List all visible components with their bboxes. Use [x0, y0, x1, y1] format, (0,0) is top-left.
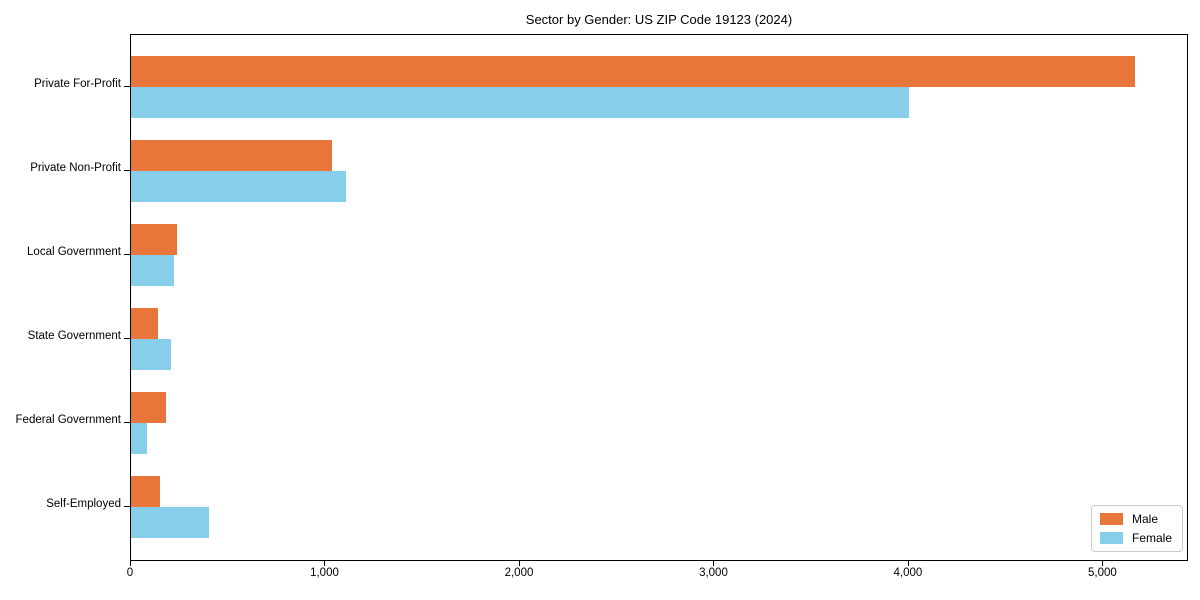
y-tick-mark — [124, 170, 130, 171]
x-tick-label: 4,000 — [893, 567, 923, 579]
x-tick-mark — [907, 561, 909, 566]
x-tick-mark — [518, 561, 520, 566]
y-tick-mark — [124, 338, 130, 339]
legend-item-male: Male — [1099, 512, 1172, 526]
bar-female-4 — [131, 339, 171, 370]
y-tick-mark — [124, 422, 130, 423]
legend: Male Female — [1090, 505, 1183, 552]
bar-female-6 — [131, 507, 209, 538]
x-tick-mark — [130, 561, 131, 566]
y-tick-mark — [124, 254, 130, 255]
legend-swatch-female — [1099, 532, 1123, 544]
x-tick-label: 2,000 — [504, 567, 534, 579]
legend-label: Male — [1131, 512, 1158, 526]
plot-area: Male Female — [130, 34, 1188, 561]
y-tick-mark — [124, 506, 130, 507]
legend-swatch-male — [1099, 513, 1123, 525]
y-tick-label: Self-Employed — [46, 498, 121, 510]
x-tick-mark — [1102, 561, 1104, 566]
x-tick-label: 5,000 — [1088, 567, 1117, 579]
bar-male-5 — [131, 392, 166, 423]
legend-item-female: Female — [1099, 531, 1172, 545]
x-tick-mark — [324, 561, 326, 566]
bar-male-6 — [131, 476, 160, 507]
x-tick-label: 0 — [126, 567, 134, 579]
bar-male-2 — [131, 140, 332, 171]
y-tick-mark — [124, 86, 130, 87]
y-tick-label: Private For-Profit — [34, 78, 121, 90]
bar-male-1 — [131, 56, 1135, 87]
bar-male-3 — [131, 224, 177, 255]
y-tick-label: Local Government — [27, 246, 121, 258]
bar-female-1 — [131, 87, 909, 118]
bar-female-3 — [131, 255, 174, 286]
bar-female-5 — [131, 423, 147, 454]
chart-title: Sector by Gender: US ZIP Code 19123 (202… — [525, 12, 793, 27]
y-tick-label: State Government — [27, 330, 121, 342]
x-tick-label: 3,000 — [699, 567, 728, 579]
y-tick-label: Federal Government — [15, 414, 121, 426]
y-tick-label: Private Non-Profit — [30, 162, 121, 174]
bar-female-2 — [131, 171, 346, 202]
x-tick-mark — [713, 561, 715, 566]
x-tick-label: 1,000 — [310, 567, 339, 579]
legend-label: Female — [1131, 531, 1172, 545]
bar-male-4 — [131, 308, 158, 339]
